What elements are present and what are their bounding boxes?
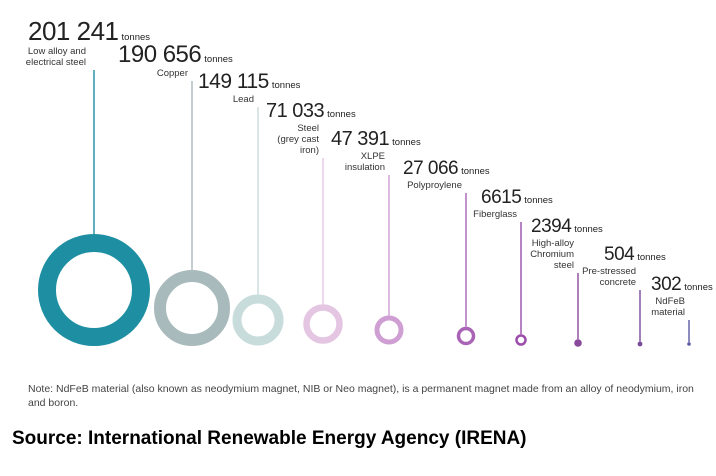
value-label: 190 656 tonnes — [118, 41, 233, 68]
category-label: Chromium — [530, 249, 574, 260]
value-label: 504 tonnes — [604, 244, 666, 265]
source-caption: Source: International Renewable Energy A… — [12, 428, 527, 449]
category-label: Polyproylene — [407, 180, 462, 191]
category-label: Pre-stressed — [582, 266, 636, 277]
unit-label: tonnes — [524, 195, 553, 206]
category-label: (grey cast — [277, 134, 319, 145]
bubble-ring — [154, 270, 230, 346]
bubble-ring — [374, 315, 404, 345]
category-label: Lead — [233, 94, 254, 105]
category-label: insulation — [345, 162, 385, 173]
value-label: 71 033 tonnes — [266, 100, 356, 122]
value-label: 47 391 tonnes — [331, 128, 421, 150]
category-label: Fiberglass — [473, 209, 517, 220]
value-label: 302 tonnes — [651, 274, 713, 295]
unit-label: tonnes — [637, 252, 666, 263]
unit-label: tonnes — [272, 80, 301, 91]
unit-label: tonnes — [684, 282, 713, 293]
category-label: material — [651, 307, 685, 318]
bubble-dot — [637, 341, 643, 347]
unit-label: tonnes — [327, 109, 356, 120]
bubble-dot — [574, 339, 582, 347]
bubble-dot — [687, 342, 691, 346]
unit-label: tonnes — [392, 137, 421, 148]
bubble-ring — [232, 294, 284, 346]
category-label: Steel — [297, 123, 319, 134]
value-label: 6615 tonnes — [481, 187, 553, 208]
category-label: Low alloy and — [28, 46, 86, 57]
value-label: 149 115 tonnes — [198, 70, 301, 93]
category-label: NdFeB — [655, 296, 685, 307]
category-label: concrete — [600, 277, 636, 288]
bubble-ring — [303, 304, 343, 344]
unit-label: tonnes — [461, 166, 490, 177]
category-label: XLPE — [361, 151, 385, 162]
bubble-ring — [515, 334, 527, 346]
category-label: High-alloy — [532, 238, 574, 249]
unit-label: tonnes — [204, 54, 233, 65]
footnote: Note: NdFeB material (also known as neod… — [28, 383, 694, 409]
category-label: electrical steel — [26, 57, 86, 68]
category-label: iron) — [300, 145, 319, 156]
category-label: Copper — [157, 68, 188, 79]
bubble-ring — [456, 326, 476, 346]
value-label: 27 066 tonnes — [403, 158, 490, 179]
bubble-ring — [38, 234, 150, 346]
value-label: 201 241 tonnes — [28, 16, 150, 46]
category-label: steel — [554, 260, 574, 271]
unit-label: tonnes — [574, 224, 603, 235]
unit-label: tonnes — [121, 32, 150, 43]
value-label: 2394 tonnes — [531, 216, 603, 237]
